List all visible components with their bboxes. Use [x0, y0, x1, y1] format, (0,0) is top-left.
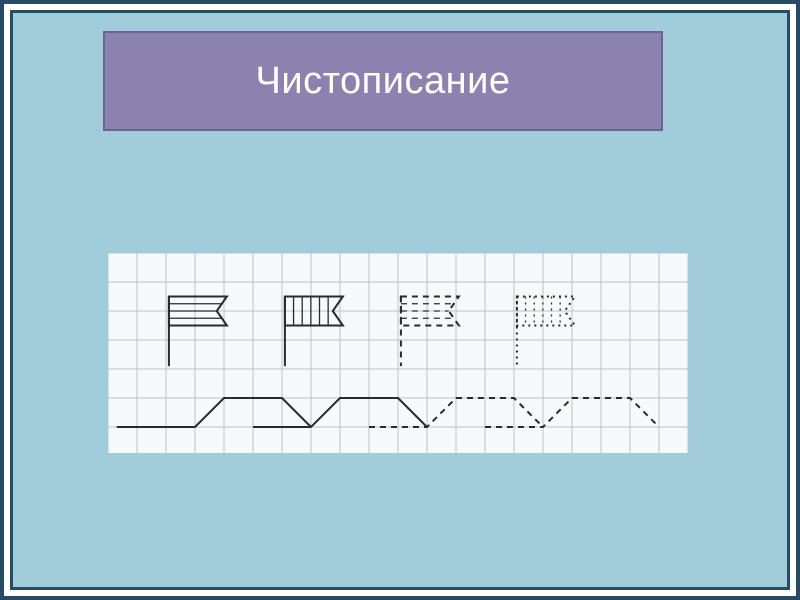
title-box: Чистописание	[103, 31, 663, 131]
inner-frame: Чистописание	[10, 10, 790, 590]
title-text: Чистописание	[256, 60, 511, 103]
handwriting-worksheet	[108, 253, 688, 453]
worksheet-canvas	[108, 253, 688, 453]
outer-frame: Чистописание	[0, 0, 800, 600]
